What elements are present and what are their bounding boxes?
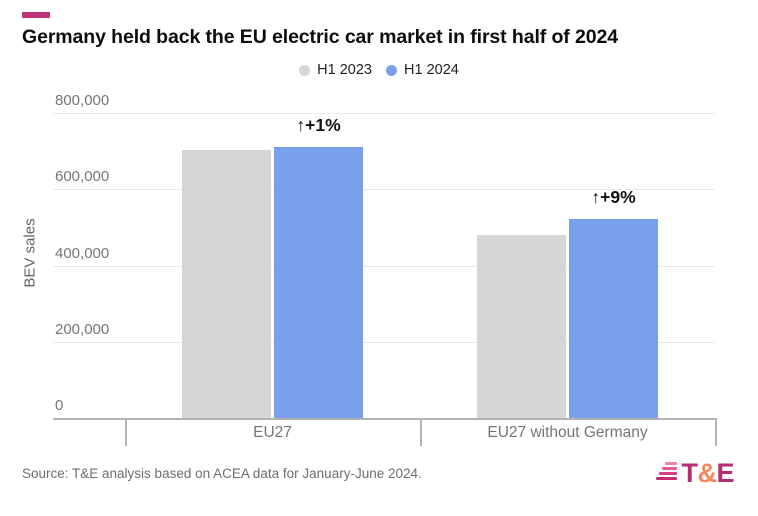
- te-logo-text: T&E: [681, 460, 734, 487]
- y-tick-label: 800,000: [55, 92, 110, 109]
- te-logo-stripe: [662, 467, 678, 470]
- bar-h1-2023-eu27: [182, 149, 271, 418]
- legend-label: H1 2024: [404, 62, 459, 78]
- gridline-200,000: [53, 341, 715, 343]
- accent-dash: [22, 12, 50, 18]
- gridline-600,000: [53, 189, 715, 191]
- logo-letter-t: T: [681, 458, 698, 488]
- source-note: Source: T&E analysis based on ACEA data …: [22, 466, 422, 481]
- te-logo-stripe: [659, 472, 678, 475]
- y-tick-label: 400,000: [55, 244, 110, 262]
- logo-letter-e: E: [716, 458, 734, 488]
- x-axis-line: [53, 418, 715, 420]
- logo-ampersand: &: [697, 458, 717, 488]
- bar-h1-2023-eu27-without-germany: [477, 235, 566, 418]
- legend-dot-icon: [386, 64, 397, 76]
- y-tick-label: 200,000: [55, 320, 110, 338]
- y-axis-title: BEV sales: [21, 218, 39, 288]
- legend-dot-icon: [299, 64, 311, 76]
- chart-title: Germany held back the EU electric car ma…: [22, 26, 618, 48]
- x-axis-tick-2: [715, 418, 717, 446]
- chart-legend: H1 2023 H1 2024: [0, 62, 758, 78]
- legend-label: H1 2023: [317, 62, 372, 78]
- te-logo-stripes-icon: [656, 462, 678, 480]
- te-logo-stripe: [665, 462, 678, 465]
- x-axis-tick-1: [420, 418, 422, 446]
- legend-item-h1-2024: H1 2024: [386, 62, 459, 78]
- x-category-label-eu27-without-germany: EU27 without Germany: [487, 424, 648, 441]
- te-logo: T&E: [656, 460, 734, 487]
- x-category-label-eu27: EU27: [253, 424, 292, 441]
- bar-h1-2024-eu27: [274, 147, 363, 418]
- x-axis-tick-0: [125, 418, 127, 446]
- gridline-800,000: [53, 113, 715, 114]
- y-tick-label: 600,000: [55, 168, 110, 186]
- gridline-400,000: [53, 265, 715, 267]
- bar-h1-2024-eu27-without-germany: [569, 218, 658, 418]
- growth-annotation-eu27: ↑+1%: [296, 115, 341, 136]
- legend-item-h1-2023: H1 2023: [299, 62, 372, 78]
- y-tick-label: 0: [55, 397, 64, 414]
- growth-annotation-eu27-without-germany: ↑+9%: [591, 186, 636, 207]
- te-logo-stripe: [656, 477, 678, 480]
